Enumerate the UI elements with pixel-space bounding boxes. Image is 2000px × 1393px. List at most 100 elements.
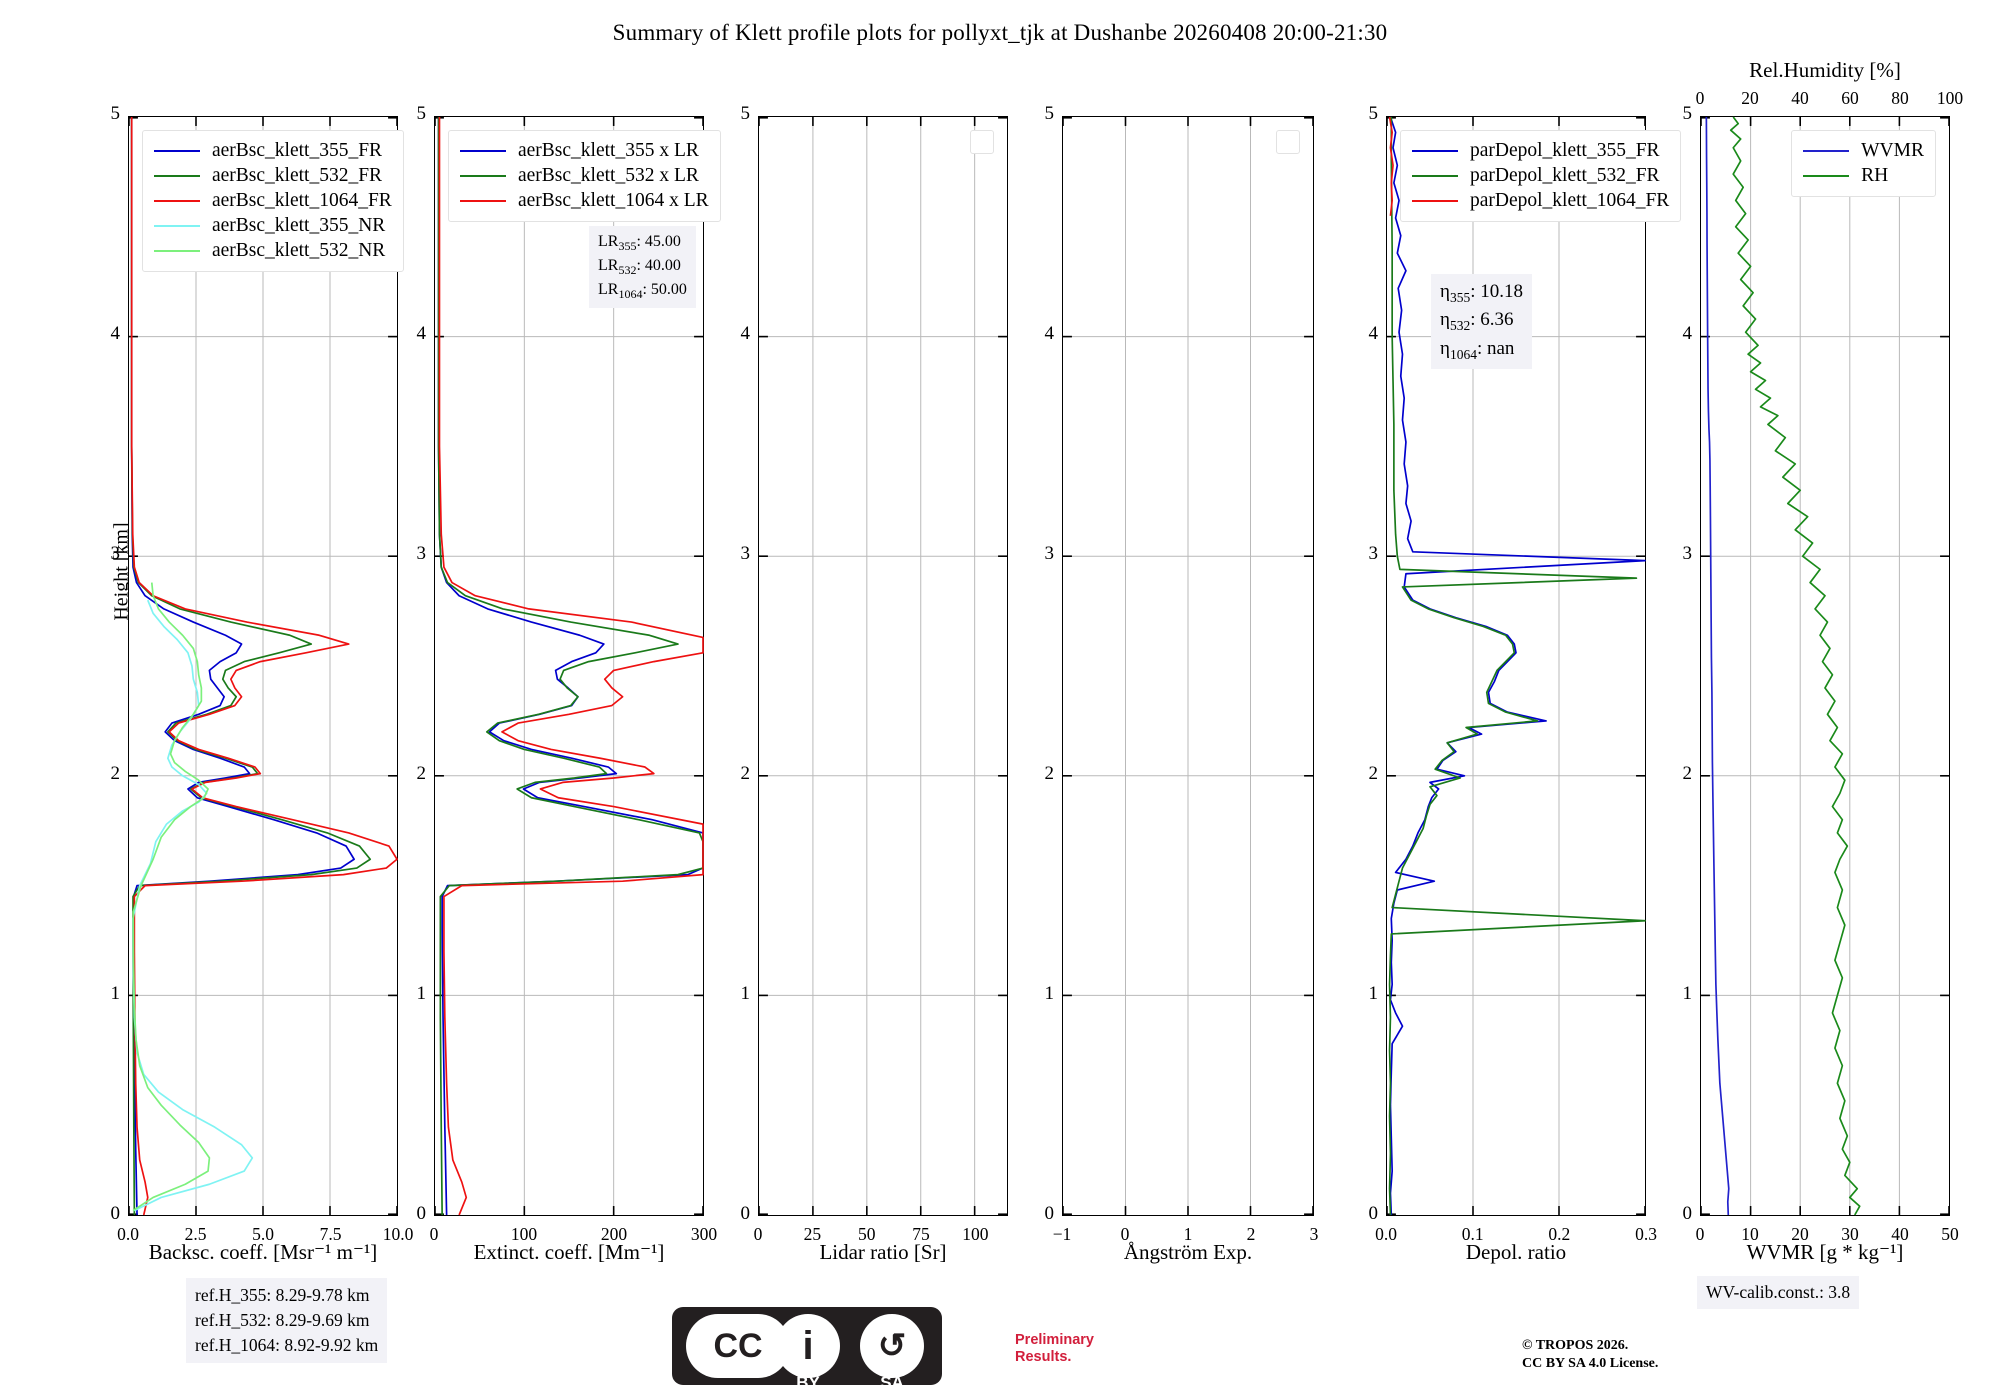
annotation-line: LR355: 45.00 (598, 233, 681, 254)
plot-area-lidar-ratio (758, 117, 1007, 1215)
y-tick-label: 1 (1044, 983, 1055, 1004)
annotation-line: η1064: nan (1440, 337, 1515, 362)
legend-item: aerBsc_klett_355_FR (154, 138, 392, 163)
y-tick-label: 3 (416, 543, 427, 564)
x-tick-label: 0.3 (1635, 1224, 1657, 1244)
legend-label: aerBsc_klett_532_FR (212, 164, 383, 186)
y-tick-label: 0 (1044, 1203, 1055, 1224)
legend-label: WVMR (1861, 139, 1924, 161)
top-tick-label: 80 (1891, 88, 1909, 108)
legend-swatch (154, 149, 200, 152)
annotation-extinction: LR355: 45.00 LR532: 40.00 LR1064: 50.00 (589, 226, 696, 309)
figure-canvas: Summary of Klett profile plots for polly… (110, 20, 1964, 1385)
y-tick-label: 0 (1368, 1203, 1379, 1224)
x-tick-label: −1 (1052, 1224, 1072, 1244)
annotation-line: LR532: 40.00 (598, 257, 681, 278)
legend-item: aerBsc_klett_355 x LR (460, 138, 709, 163)
plot-area-wvmr-rh (1700, 116, 1950, 1216)
legend-lidar-ratio (970, 130, 994, 154)
x-axis-label-lidar-ratio: Lidar ratio [Sr] (819, 1240, 947, 1264)
x-tick-label: 0 (1695, 1224, 1705, 1244)
y-tick-label: 4 (416, 323, 427, 344)
legend-swatch (154, 174, 200, 177)
wv-calib-text: WV-calib.const.: 3.8 (1706, 1282, 1851, 1302)
y-tick-label: 0 (1682, 1203, 1693, 1224)
series-line (130, 117, 398, 1216)
preliminary-line: Results. (1015, 1349, 1072, 1366)
x-tick-label: 10.0 (382, 1224, 414, 1244)
legend-extinction: aerBsc_klett_355 x LR aerBsc_klett_532 x … (448, 130, 721, 222)
x-tick-label: 300 (690, 1224, 718, 1244)
legend-swatch (154, 224, 200, 227)
x-tick-label: 50 (857, 1224, 876, 1244)
y-tick-label: 4 (110, 323, 121, 344)
y-tick-label: 5 (1044, 103, 1055, 124)
legend-swatch (1412, 199, 1458, 202)
figure-title: Summary of Klett profile plots for polly… (612, 20, 1388, 45)
x-tick-label: 0.0 (1375, 1224, 1397, 1244)
legend-label: parDepol_klett_1064_FR (1470, 189, 1670, 211)
legend-swatch (460, 199, 506, 202)
legend-angstrom (1276, 130, 1300, 154)
legend-item: RH (1803, 163, 1924, 188)
y-tick-label: 4 (740, 323, 751, 344)
panel-angstrom (1062, 116, 1314, 1216)
top-tick-label: 20 (1741, 88, 1759, 108)
y-tick-label: 3 (740, 543, 751, 564)
annotation-line: η355: 10.18 (1440, 281, 1523, 305)
x-tick-label: 5.0 (252, 1224, 274, 1244)
y-tick-label: 0 (110, 1203, 121, 1224)
ref-height-box: ref.H_355: 8.29-9.78 km ref.H_532: 8.29-9… (186, 1278, 388, 1363)
legend-label: aerBsc_klett_355_NR (212, 214, 386, 236)
legend-swatch (1803, 149, 1850, 152)
legend-wvmr-rh: WVMR RH (1791, 130, 1936, 197)
x-tick-label: 2.5 (184, 1224, 207, 1244)
y-tick-label: 5 (110, 103, 121, 124)
cc-license-badge: CC i ↺ BY SA (672, 1307, 942, 1392)
series-line (437, 117, 704, 1216)
legend-swatch (154, 249, 200, 252)
series-line (132, 582, 211, 1212)
y-tick-label: 3 (1682, 543, 1693, 564)
y-tick-label: 3 (1044, 543, 1055, 564)
gridlines (1700, 117, 1950, 1215)
x-tick-label: 200 (600, 1224, 628, 1244)
tropos-copyright: © TROPOS 2026. CC BY SA 4.0 License. (1522, 1337, 1658, 1372)
legend-item: aerBsc_klett_532_NR (154, 238, 392, 263)
legend-item: parDepol_klett_532_FR (1412, 163, 1669, 188)
top-tick-label: 40 (1791, 88, 1809, 108)
series-line (1388, 116, 1394, 216)
x-axis-label-extinction: Extinct. coeff. [Mm⁻¹] (473, 1240, 665, 1264)
legend-label: aerBsc_klett_1064_FR (212, 189, 392, 211)
y-tick-label: 1 (1682, 983, 1693, 1004)
y-tick-label: 5 (1368, 103, 1379, 124)
x-tick-label: 75 (912, 1224, 930, 1244)
copyright-line: © TROPOS 2026. (1522, 1338, 1629, 1353)
y-tick-label: 4 (1044, 323, 1055, 344)
x-tick-label: 0.0 (117, 1224, 139, 1244)
x-tick-label: 100 (510, 1224, 538, 1244)
y-tick-label: 2 (1682, 763, 1693, 784)
legend-swatch (154, 199, 200, 202)
legend-item: parDepol_klett_1064_FR (1412, 188, 1669, 213)
series-line (437, 117, 704, 1216)
y-tick-label: 2 (740, 763, 751, 784)
preliminary-results-note: Preliminary Results. (1015, 1332, 1094, 1367)
legend-item: aerBsc_klett_532 x LR (460, 163, 709, 188)
legend-label: aerBsc_klett_355 x LR (518, 139, 699, 161)
cc-sa-label: SA (880, 1373, 904, 1392)
cc-by-icon: i (776, 1314, 840, 1378)
panel-wvmr-rh (1700, 116, 1950, 1216)
series-line (1729, 116, 1861, 1216)
x-tick-label: 7.5 (319, 1224, 342, 1244)
legend-label: aerBsc_klett_355_FR (212, 139, 383, 161)
y-tick-label: 1 (416, 983, 427, 1004)
x-tick-label: 20 (1791, 1224, 1809, 1244)
y-tick-label: 2 (110, 763, 121, 784)
series-line (130, 117, 372, 1216)
copyright-line: CC BY SA 4.0 License. (1522, 1355, 1659, 1371)
annotation-line: η532: 6.36 (1440, 309, 1514, 334)
x-axis-label-depolarization: Depol. ratio (1465, 1240, 1567, 1264)
cc-by-label: BY (796, 1373, 820, 1392)
legend-item: WVMR (1803, 138, 1924, 163)
